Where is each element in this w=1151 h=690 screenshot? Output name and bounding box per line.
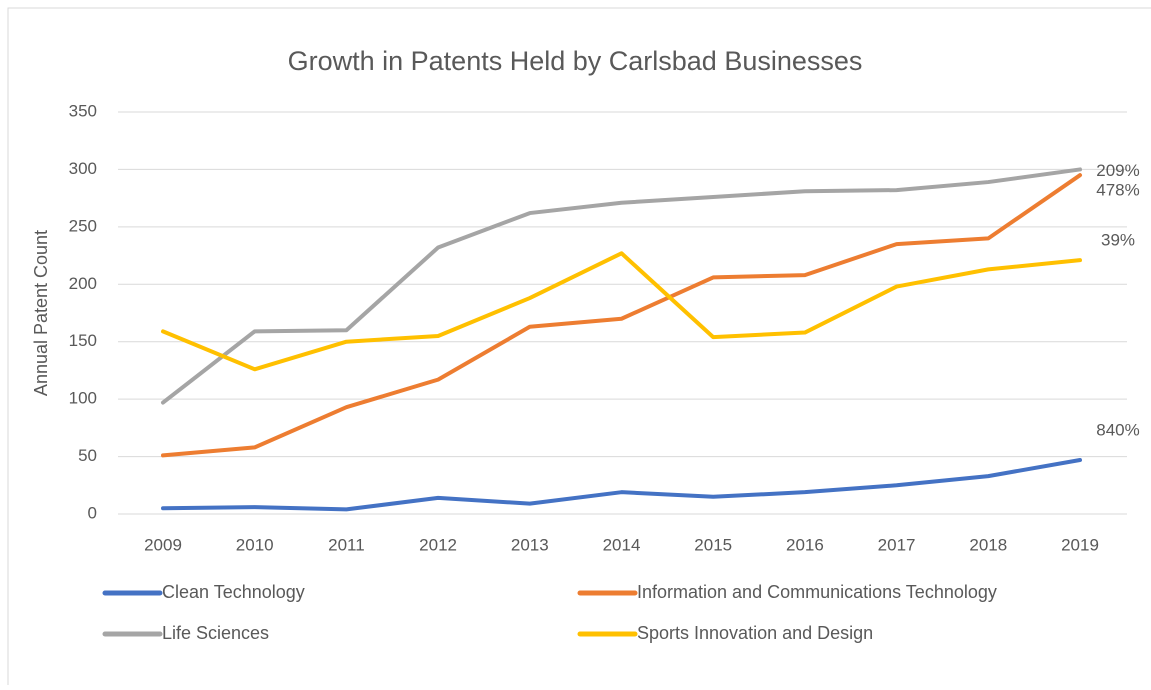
legend-label: Clean Technology xyxy=(162,582,305,602)
x-tick-label: 2009 xyxy=(144,535,182,554)
y-tick-label: 250 xyxy=(69,216,97,235)
end-label: 840% xyxy=(1096,421,1139,440)
x-tick-label: 2016 xyxy=(786,535,824,554)
x-tick-label: 2019 xyxy=(1061,535,1099,554)
y-tick-label: 300 xyxy=(69,159,97,178)
end-label: 209% xyxy=(1096,161,1139,180)
y-tick-label: 150 xyxy=(69,331,97,350)
series-line xyxy=(161,173,1082,458)
y-axis-label: Annual Patent Count xyxy=(31,230,51,396)
chart-title: Growth in Patents Held by Carlsbad Busin… xyxy=(288,46,863,76)
x-tick-label: 2018 xyxy=(969,535,1007,554)
legend-label: Sports Innovation and Design xyxy=(637,623,873,643)
series-line xyxy=(161,251,1082,372)
x-tick-label: 2015 xyxy=(694,535,732,554)
legend-label: Information and Communications Technolog… xyxy=(637,582,997,602)
x-tick-label: 2010 xyxy=(236,535,274,554)
series-line xyxy=(161,458,1082,512)
x-tick-label: 2013 xyxy=(511,535,549,554)
y-tick-label: 200 xyxy=(69,274,97,293)
chart-border xyxy=(7,7,1151,690)
end-label: 478% xyxy=(1096,181,1139,200)
y-tick-label: 0 xyxy=(88,503,97,522)
x-tick-label: 2014 xyxy=(603,535,641,554)
y-tick-label: 50 xyxy=(78,446,97,465)
y-tick-label: 350 xyxy=(69,101,97,120)
x-tick-label: 2017 xyxy=(878,535,916,554)
legend-label: Life Sciences xyxy=(162,623,269,643)
x-tick-label: 2012 xyxy=(419,535,457,554)
series-line xyxy=(161,167,1082,405)
end-label: 39% xyxy=(1101,231,1135,250)
x-tick-label: 2011 xyxy=(328,535,365,554)
y-tick-label: 100 xyxy=(69,389,97,408)
